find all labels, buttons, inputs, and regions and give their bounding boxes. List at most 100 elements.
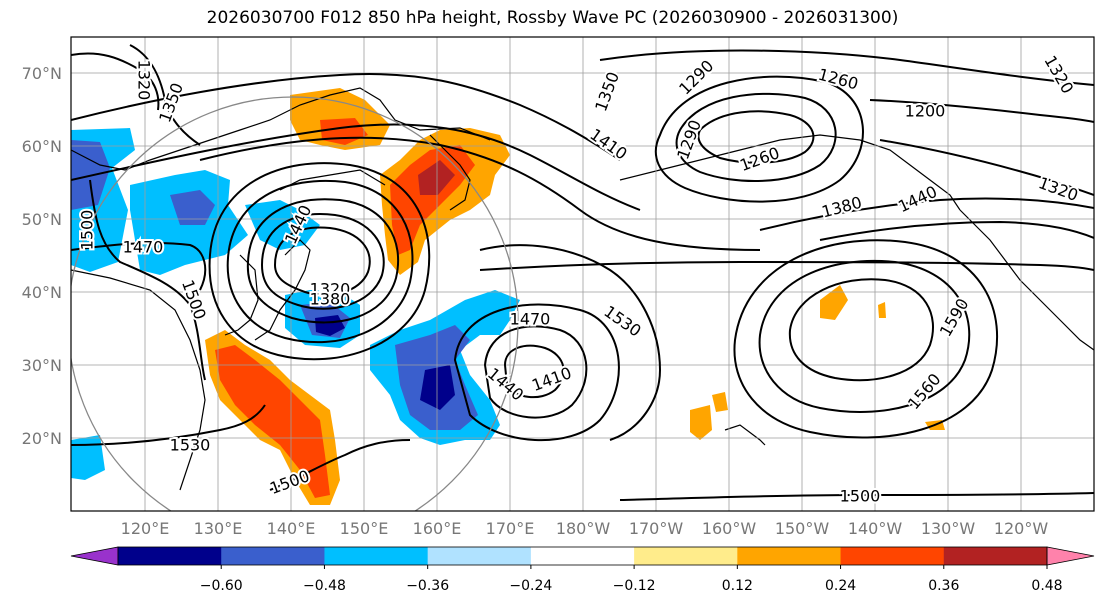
colorbar-tick-label: −0.12 <box>613 578 656 594</box>
korea-coast <box>224 254 259 336</box>
anomaly-shading <box>71 88 945 505</box>
longitude-tick-label: 160°E <box>413 519 462 538</box>
contour-label: 1380 <box>310 290 351 309</box>
negative-anomaly-small-south <box>71 435 105 480</box>
contour-label: 1320 <box>1040 52 1077 97</box>
positive-anomaly-small-2 <box>712 392 728 412</box>
contour-low-pacific-3 <box>453 303 620 442</box>
contour-1260-band <box>599 49 1094 86</box>
colorbar-tick-label: 0.24 <box>825 578 856 594</box>
latitude-tick-label: 50°N <box>22 210 62 229</box>
latitude-tick-label: 20°N <box>22 429 62 448</box>
longitude-tick-label: 160°W <box>702 519 757 538</box>
longitude-tick-label: 170°E <box>486 519 535 538</box>
positive-anomaly-okhotsk-core <box>390 145 475 255</box>
contour-1440-band <box>819 220 1094 241</box>
contour-label: 1290 <box>675 56 717 98</box>
latitude-tick-label: 30°N <box>22 356 62 375</box>
contour-label: 1410 <box>529 363 574 395</box>
contour-low-ring-2 <box>260 213 385 310</box>
longitude-tick-label: 150°W <box>775 519 830 538</box>
contour-label: 1470 <box>123 238 164 257</box>
contour-high-ring-3 <box>733 239 999 439</box>
contour-1470-band <box>479 260 1094 271</box>
positive-anomaly-hawaii-east <box>820 285 848 320</box>
colorbar-segment <box>840 547 945 565</box>
colorbar-tick-label: −0.60 <box>200 578 243 594</box>
latitude-tick-label: 60°N <box>22 137 62 156</box>
longitude-tick-label: 150°E <box>340 519 389 538</box>
contour-label: 1320 <box>310 280 351 299</box>
contour-label: 1200 <box>905 102 946 121</box>
colorbar-segment <box>427 547 532 565</box>
contour-1530-southwest <box>71 404 266 446</box>
contour-low-ring-4 <box>226 179 414 344</box>
colorbar-segment <box>221 547 325 565</box>
map-frame <box>70 36 1095 512</box>
colorbar-tick-label: 0.12 <box>722 578 753 594</box>
colorbar-tick-label: −0.48 <box>303 578 346 594</box>
colorbar-tick-label: −0.24 <box>509 578 552 594</box>
contour-1380-band <box>759 197 1094 231</box>
colorbar-segment <box>634 547 738 565</box>
latitude-tick-label: 40°N <box>22 283 62 302</box>
colorbar-extend-high <box>1046 546 1095 566</box>
positive-anomaly-small-4 <box>878 302 886 318</box>
contour-label: 1260 <box>737 143 782 175</box>
contour-1350-northwest <box>129 44 201 146</box>
contour-high-ring-1 <box>788 278 934 382</box>
contour-label: 1470 <box>510 310 551 329</box>
contour-label: 1260 <box>816 65 860 94</box>
longitude-tick-label: 140°W <box>848 519 903 538</box>
contour-low-pacific-1 <box>503 344 565 399</box>
contour-label: 1530 <box>600 302 644 341</box>
contour-1500-west <box>89 179 206 381</box>
contour-label: 1530 <box>170 436 211 455</box>
contour-label: 1320 <box>135 60 154 101</box>
colorbar-tick-label: 0.36 <box>928 578 959 594</box>
contour-label: 1500 <box>178 277 210 322</box>
negative-anomaly-china-core <box>170 190 215 225</box>
contour-label: 1500 <box>78 210 97 251</box>
japan-coast <box>254 239 311 341</box>
contour-label: 1290 <box>673 117 705 162</box>
contour-1500-southpacific <box>619 492 1094 501</box>
contour-label: 1380 <box>820 193 864 222</box>
colorbar-segment <box>324 547 429 565</box>
latitude-tick-label: 70°N <box>22 64 62 83</box>
contour-1200-band <box>869 99 1094 123</box>
contour-alaska-low-1 <box>697 110 815 164</box>
longitude-tick-label: 120°W <box>994 519 1049 538</box>
china-coast <box>71 269 206 491</box>
colorbar-tick-label: −0.36 <box>406 578 449 594</box>
positive-anomaly-okhotsk-peak <box>418 160 455 195</box>
map-title: 2026030700 F012 850 hPa height, Rossby W… <box>206 8 899 28</box>
contour-low-ring-5 <box>208 162 431 361</box>
positive-anomaly-philippine-core <box>215 345 330 498</box>
colorbar: −0.60 −0.48 −0.36 −0.24 −0.12 0.12 0.24 0.36 0.4… <box>70 546 1095 594</box>
longitude-tick-labels: 120°E 130°E 140°E 150°E 160°E 170°E 180°W 170°W… <box>121 519 1049 538</box>
colorbar-segment <box>530 547 635 565</box>
height-contours <box>71 44 1094 501</box>
contour-1530-pacific <box>479 244 662 441</box>
longitude-tick-label: 140°E <box>267 519 316 538</box>
contour-1320-northwest <box>71 52 160 111</box>
colorbar-segment <box>737 547 842 565</box>
longitude-tick-label: 180°W <box>556 519 611 538</box>
contour-1470-west <box>71 241 207 291</box>
longitude-tick-label: 170°W <box>629 519 684 538</box>
contour-low-ring-3 <box>246 198 400 324</box>
north-america-coast <box>959 209 1094 351</box>
contour-low-pacific-2 <box>483 325 588 419</box>
contour-low-ring-1 <box>273 226 371 297</box>
positive-anomaly-small-1 <box>690 405 712 440</box>
colorbar-segment <box>943 547 1048 565</box>
contour-ridge-3 <box>199 136 761 251</box>
contour-label: 1350 <box>155 80 187 125</box>
contour-1320-band <box>879 139 1094 196</box>
contour-alaska-low-2 <box>675 92 837 182</box>
contour-label: 1350 <box>591 69 623 114</box>
longitude-tick-label: 130°E <box>194 519 243 538</box>
alaska-coast <box>619 134 961 211</box>
